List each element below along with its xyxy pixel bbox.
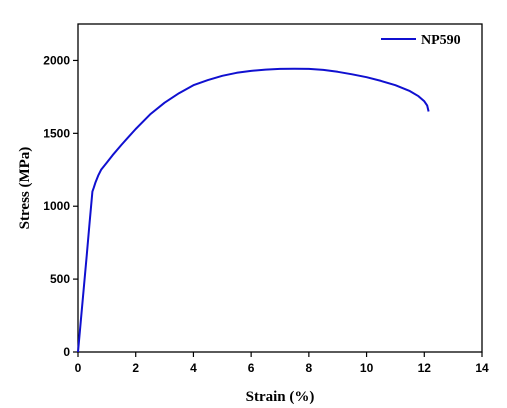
axis-ticks: 0 2 4 6 8 10 12 14 0 500 1000 1500 2000	[43, 53, 489, 375]
y-axis-label: Stress (MPa)	[17, 147, 33, 230]
series-lines	[77, 67, 430, 353]
legend-label: NP590	[421, 33, 461, 48]
y-tick-label: 1000	[43, 199, 70, 213]
x-tick-label: 6	[248, 361, 255, 375]
series-line-np590	[77, 67, 430, 353]
plot-frame	[77, 23, 483, 353]
x-axis-label: Strain (%)	[246, 389, 315, 405]
x-tick-label: 14	[475, 361, 489, 375]
y-tick-label: 1500	[43, 126, 70, 140]
x-tick-label: 8	[306, 361, 313, 375]
x-tick-label: 4	[190, 361, 197, 375]
x-tick-label: 2	[132, 361, 139, 375]
x-tick-label: 10	[360, 361, 374, 375]
legend: NP590	[381, 33, 461, 48]
plot-border	[77, 23, 483, 353]
x-tick-label: 0	[75, 361, 82, 375]
y-tick-label: 500	[50, 272, 70, 286]
x-tick-label: 12	[418, 361, 432, 375]
y-tick-label: 0	[63, 345, 70, 359]
y-tick-label: 2000	[43, 53, 70, 67]
